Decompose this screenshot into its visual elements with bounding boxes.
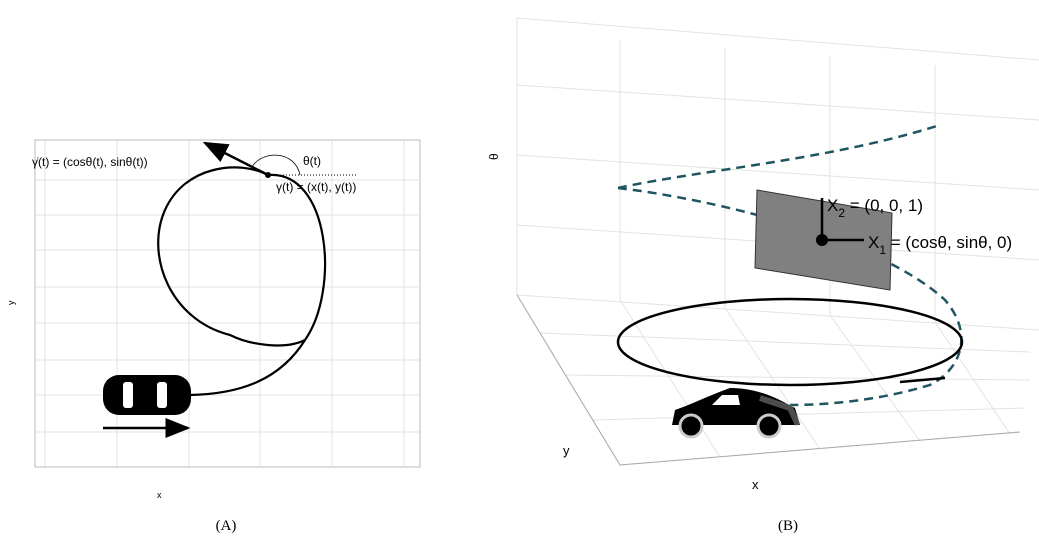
- helix-upper: [618, 125, 940, 188]
- trajectory: [158, 167, 325, 395]
- tangent-label: γ̇(t) = (cosθ(t), sinθ(t)): [32, 155, 148, 169]
- caption: (B): [778, 518, 798, 534]
- panel-a: γ̇(t) = (cosθ(t), sinθ(t)) θ(t) γ(t) = (…: [6, 140, 420, 534]
- theta-axis-label: θ: [487, 153, 501, 160]
- car-top: [103, 375, 191, 415]
- caption: (A): [216, 518, 237, 534]
- page: γ̇(t) = (cosθ(t), sinθ(t)) θ(t) γ(t) = (…: [0, 0, 1039, 547]
- position-label: γ(t) = (x(t), y(t)): [276, 180, 356, 194]
- x2-symbol: X: [827, 196, 838, 215]
- x-axis-label: x: [752, 477, 759, 492]
- figure: γ̇(t) = (cosθ(t), sinθ(t)) θ(t) γ(t) = (…: [0, 0, 1039, 542]
- circle-trajectory: [618, 299, 962, 385]
- panel-b: θ X2 = (0, 0, 1) X1 = (cosθ, sinθ, 0) y …: [487, 18, 1039, 534]
- x-axis-label: x: [157, 490, 162, 500]
- car-side: [672, 388, 800, 437]
- axes: [517, 295, 1020, 465]
- y-axis-label: y: [563, 443, 570, 458]
- x1-symbol: X: [868, 233, 879, 252]
- y-axis-label: y: [6, 300, 16, 305]
- plot-frame: [35, 140, 420, 467]
- x2-rest: = (0, 0, 1): [845, 196, 923, 215]
- x1-rest: = (cosθ, sinθ, 0): [886, 233, 1012, 252]
- grid: [35, 140, 420, 467]
- point: [816, 234, 828, 246]
- angle-label: θ(t): [303, 154, 321, 168]
- point: [265, 172, 271, 178]
